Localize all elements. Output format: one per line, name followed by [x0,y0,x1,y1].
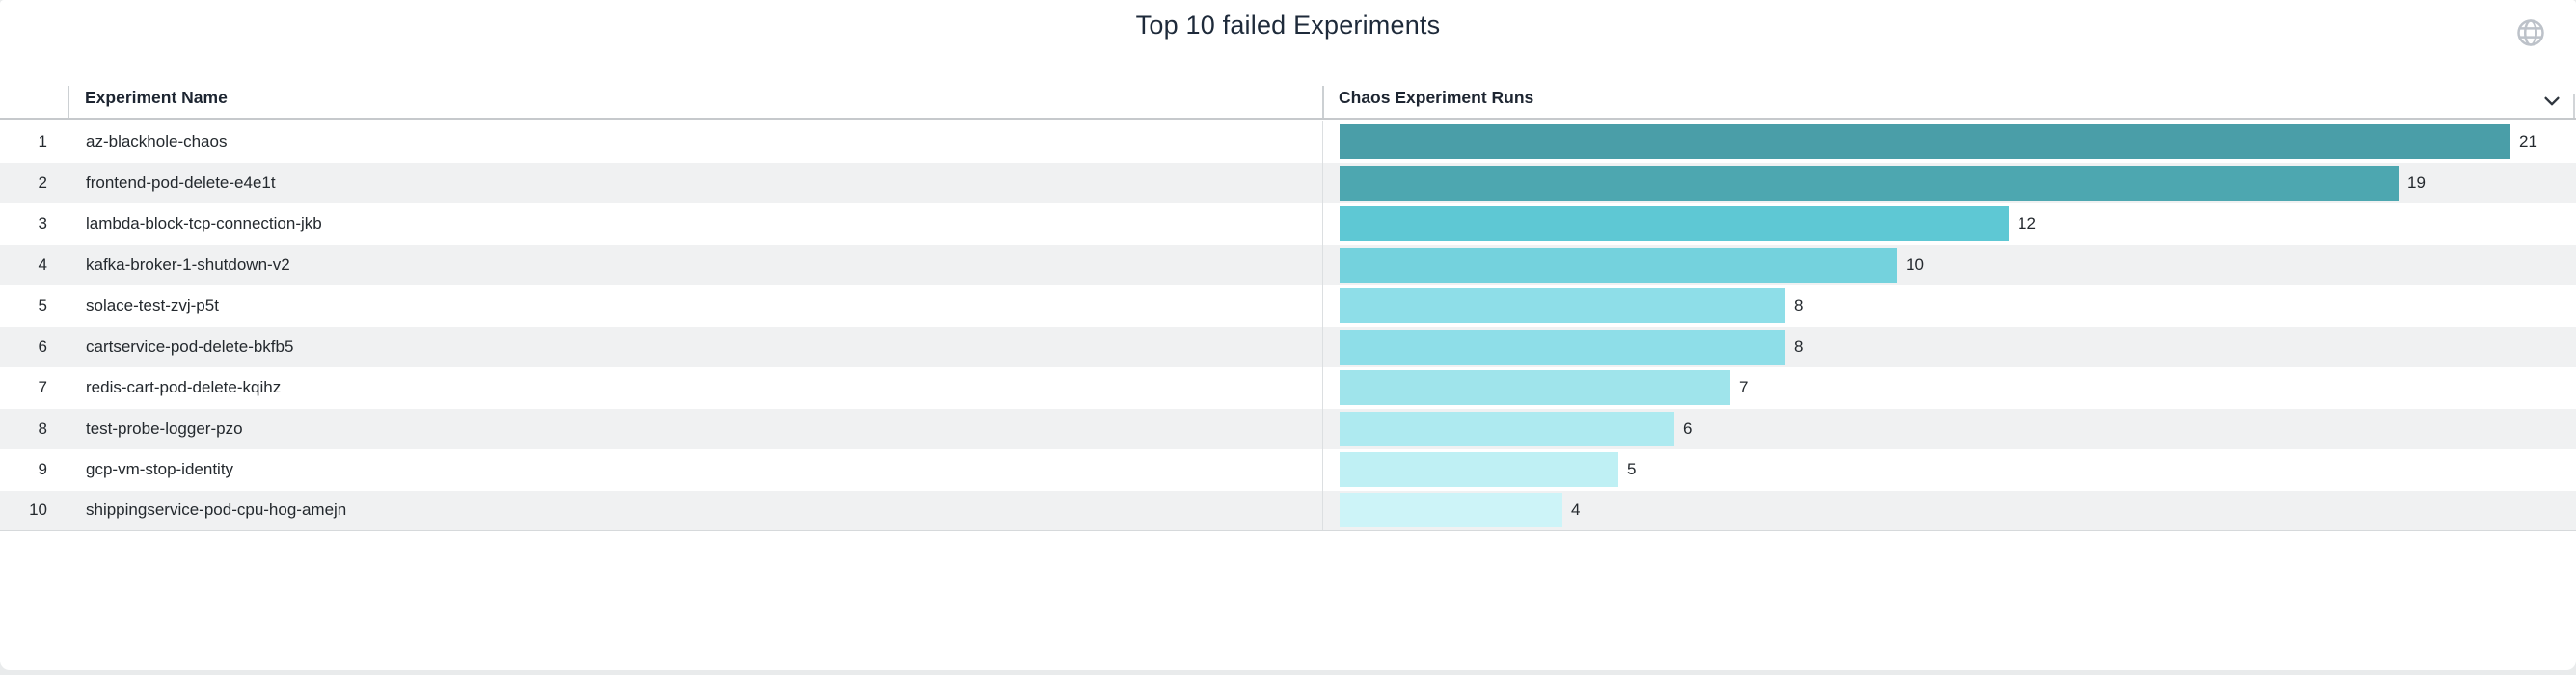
bar-cell: 7 [1323,367,2576,409]
bar-value-label: 8 [1794,296,1803,315]
experiment-runs-bar [1340,288,1785,324]
table-row[interactable]: 5 solace-test-zvj-p5t 8 [0,285,2576,327]
table-header: Experiment Name Chaos Experiment Runs [0,77,2576,120]
table-row[interactable]: 9 gcp-vm-stop-identity 5 [0,449,2576,491]
bar-value-label: 19 [2407,173,2426,192]
header-divider [2573,94,2575,118]
bar-cell: 5 [1323,449,2576,491]
experiment-runs-bar [1340,370,1730,406]
row-rank: 2 [0,162,68,203]
table-row[interactable]: 3 lambda-block-tcp-connection-jkb 12 [0,203,2576,245]
experiment-name: test-probe-logger-pzo [68,408,1323,449]
row-rank: 5 [0,285,68,327]
bar-value-label: 7 [1739,378,1749,397]
bar-cell: 21 [1323,122,2576,163]
bar-cell: 4 [1323,491,2576,531]
experiment-runs-bar [1340,411,1674,446]
experiment-name: cartservice-pod-delete-bkfb5 [68,326,1323,367]
table-row[interactable]: 4 kafka-broker-1-shutdown-v2 10 [0,244,2576,286]
experiment-runs-bar [1340,329,1785,364]
experiment-runs-bar [1340,493,1562,528]
experiment-name: redis-cart-pod-delete-kqihz [68,367,1323,409]
row-rank: 6 [0,326,68,367]
bar-value-label: 10 [1906,255,1924,274]
bar-cell: 19 [1323,163,2576,204]
experiment-name: shippingservice-pod-cpu-hog-amejn [68,490,1323,530]
bar-cell: 8 [1323,285,2576,327]
bar-value-label: 8 [1794,337,1803,356]
table-row[interactable]: 1 az-blackhole-chaos 21 [0,122,2576,163]
table-row[interactable]: 8 test-probe-logger-pzo 6 [0,408,2576,450]
header-divider [68,86,69,118]
panel-title: Top 10 failed Experiments [1135,11,1441,40]
table-row[interactable]: 7 redis-cart-pod-delete-kqihz 7 [0,367,2576,409]
column-header-chaos-experiment-runs[interactable]: Chaos Experiment Runs [1339,88,1534,107]
row-rank: 4 [0,244,68,285]
experiment-runs-bar [1340,452,1618,488]
experiment-runs-bar [1340,124,2510,160]
chevron-down-icon[interactable] [2541,91,2562,112]
table-body: 1 az-blackhole-chaos 21 2 frontend-pod-d… [0,122,2576,531]
row-rank: 8 [0,408,68,449]
experiment-name: gcp-vm-stop-identity [68,449,1323,491]
bar-value-label: 6 [1683,418,1693,438]
bar-cell: 10 [1323,245,2576,286]
experiment-name: lambda-block-tcp-connection-jkb [68,203,1323,245]
bar-value-label: 4 [1571,500,1581,520]
experiment-name: az-blackhole-chaos [68,122,1323,163]
experiment-runs-bar [1340,206,2009,242]
bar-value-label: 21 [2519,132,2537,151]
bar-value-label: 5 [1627,460,1637,479]
row-rank: 9 [0,449,68,491]
bar-cell: 8 [1323,327,2576,368]
globe-icon[interactable] [2516,18,2545,47]
experiment-name: kafka-broker-1-shutdown-v2 [68,244,1323,285]
experiment-name: solace-test-zvj-p5t [68,285,1323,327]
row-rank: 10 [0,490,68,530]
row-rank: 1 [0,122,68,163]
bar-value-label: 12 [2018,214,2036,233]
column-header-experiment-name[interactable]: Experiment Name [85,88,228,107]
header-divider [1322,86,1324,118]
row-rank: 3 [0,203,68,245]
table-row[interactable]: 10 shippingservice-pod-cpu-hog-amejn 4 [0,490,2576,531]
bar-cell: 12 [1323,203,2576,245]
bar-cell: 6 [1323,409,2576,450]
table-row[interactable]: 6 cartservice-pod-delete-bkfb5 8 [0,326,2576,368]
experiment-runs-bar [1340,247,1897,283]
row-rank: 7 [0,367,68,409]
experiment-name: frontend-pod-delete-e4e1t [68,162,1323,203]
experiment-runs-bar [1340,165,2399,201]
table-row[interactable]: 2 frontend-pod-delete-e4e1t 19 [0,162,2576,204]
